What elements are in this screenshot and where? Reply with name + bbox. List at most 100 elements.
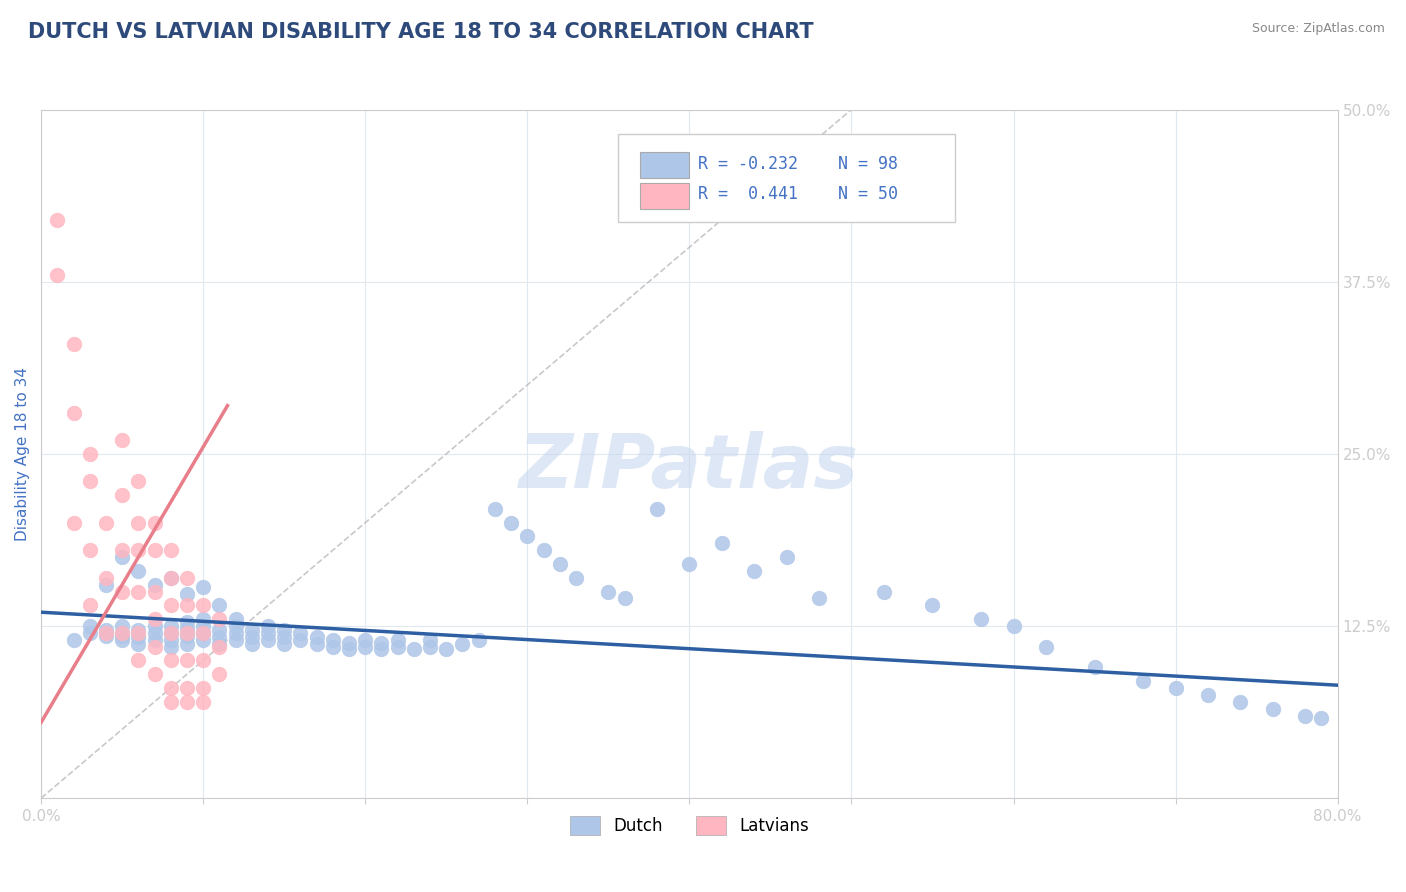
Point [548, 557, 571, 571]
Point [94, 571, 117, 585]
Point [143, 584, 166, 599]
Point [533, 543, 555, 558]
Point [742, 564, 765, 578]
Point [208, 637, 231, 651]
Point [159, 695, 181, 709]
Point [159, 632, 181, 647]
Point [111, 584, 134, 599]
Point [613, 591, 636, 606]
Point [143, 640, 166, 654]
Point [354, 640, 377, 654]
Point [208, 667, 231, 681]
Point [159, 681, 181, 695]
Point [322, 632, 344, 647]
Point [176, 653, 198, 667]
Point [159, 619, 181, 633]
Point [159, 599, 181, 613]
Point [873, 584, 896, 599]
Point [337, 642, 360, 657]
Point [127, 637, 149, 651]
Point [111, 625, 134, 640]
Point [79, 475, 101, 489]
Point [127, 630, 149, 644]
Point [111, 632, 134, 647]
Point [273, 630, 295, 644]
Point [143, 632, 166, 647]
Point [208, 640, 231, 654]
Point [159, 571, 181, 585]
Point [370, 635, 392, 649]
Point [159, 653, 181, 667]
Point [127, 475, 149, 489]
Point [240, 623, 263, 637]
Point [1083, 660, 1105, 674]
Point [176, 681, 198, 695]
Point [257, 632, 280, 647]
Point [273, 637, 295, 651]
Text: DUTCH VS LATVIAN DISABILITY AGE 18 TO 34 CORRELATION CHART: DUTCH VS LATVIAN DISABILITY AGE 18 TO 34… [28, 22, 814, 42]
Point [290, 632, 312, 647]
Point [565, 571, 588, 585]
Point [678, 557, 700, 571]
Text: ZIPatlas: ZIPatlas [519, 431, 859, 504]
Point [159, 625, 181, 640]
Point [208, 630, 231, 644]
Point [46, 212, 69, 227]
Point [111, 550, 134, 565]
Point [79, 447, 101, 461]
Point [370, 642, 392, 657]
Point [127, 564, 149, 578]
Point [79, 599, 101, 613]
Point [62, 516, 84, 530]
Point [193, 581, 215, 595]
Point [143, 612, 166, 626]
Point [225, 625, 247, 640]
Point [225, 632, 247, 647]
Point [62, 632, 84, 647]
Point [484, 502, 506, 516]
Point [159, 543, 181, 558]
Point [354, 632, 377, 647]
Point [1197, 688, 1219, 702]
Point [225, 619, 247, 633]
Point [62, 405, 84, 419]
Point [387, 632, 409, 647]
Point [176, 695, 198, 709]
Point [193, 612, 215, 626]
Point [322, 640, 344, 654]
Point [1229, 695, 1251, 709]
Point [257, 619, 280, 633]
Point [127, 516, 149, 530]
Point [176, 622, 198, 636]
Text: R = -0.232    N = 98: R = -0.232 N = 98 [699, 155, 898, 173]
Point [176, 571, 198, 585]
Point [159, 625, 181, 640]
Point [1164, 681, 1187, 695]
Point [387, 640, 409, 654]
Point [1261, 701, 1284, 715]
Point [240, 637, 263, 651]
Point [94, 625, 117, 640]
Point [193, 625, 215, 640]
Point [434, 642, 457, 657]
Point [159, 571, 181, 585]
Point [193, 625, 215, 640]
Point [127, 625, 149, 640]
Point [127, 623, 149, 637]
Point [808, 591, 831, 606]
Point [62, 336, 84, 351]
Point [79, 625, 101, 640]
Point [337, 635, 360, 649]
Point [419, 640, 441, 654]
Point [501, 516, 523, 530]
Point [305, 637, 328, 651]
Point [111, 625, 134, 640]
Text: Source: ZipAtlas.com: Source: ZipAtlas.com [1251, 22, 1385, 36]
Point [193, 695, 215, 709]
Point [451, 637, 474, 651]
Point [176, 599, 198, 613]
Point [46, 268, 69, 282]
Point [516, 529, 538, 543]
Point [225, 612, 247, 626]
Point [111, 619, 134, 633]
